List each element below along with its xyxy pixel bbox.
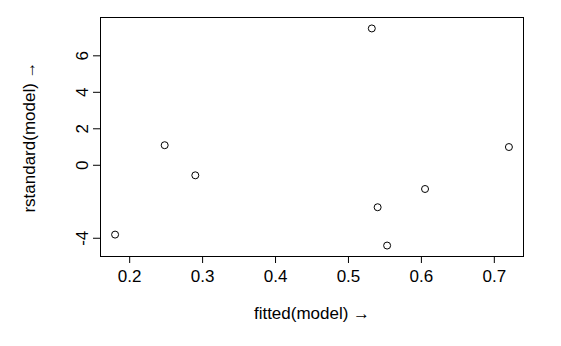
svg-text:0.3: 0.3 [191,267,215,286]
svg-text:4: 4 [73,88,92,97]
svg-text:-4: -4 [73,231,92,246]
svg-text:fitted(model) →: fitted(model) → [254,304,370,323]
svg-text:0.7: 0.7 [483,267,507,286]
svg-text:2: 2 [73,124,92,133]
svg-text:0.4: 0.4 [264,267,288,286]
svg-text:rstandard(model) →: rstandard(model) → [20,61,39,212]
svg-text:0.6: 0.6 [410,267,434,286]
svg-text:6: 6 [73,51,92,60]
svg-text:0: 0 [73,161,92,170]
svg-text:0.5: 0.5 [337,267,361,286]
svg-text:0.2: 0.2 [118,267,142,286]
